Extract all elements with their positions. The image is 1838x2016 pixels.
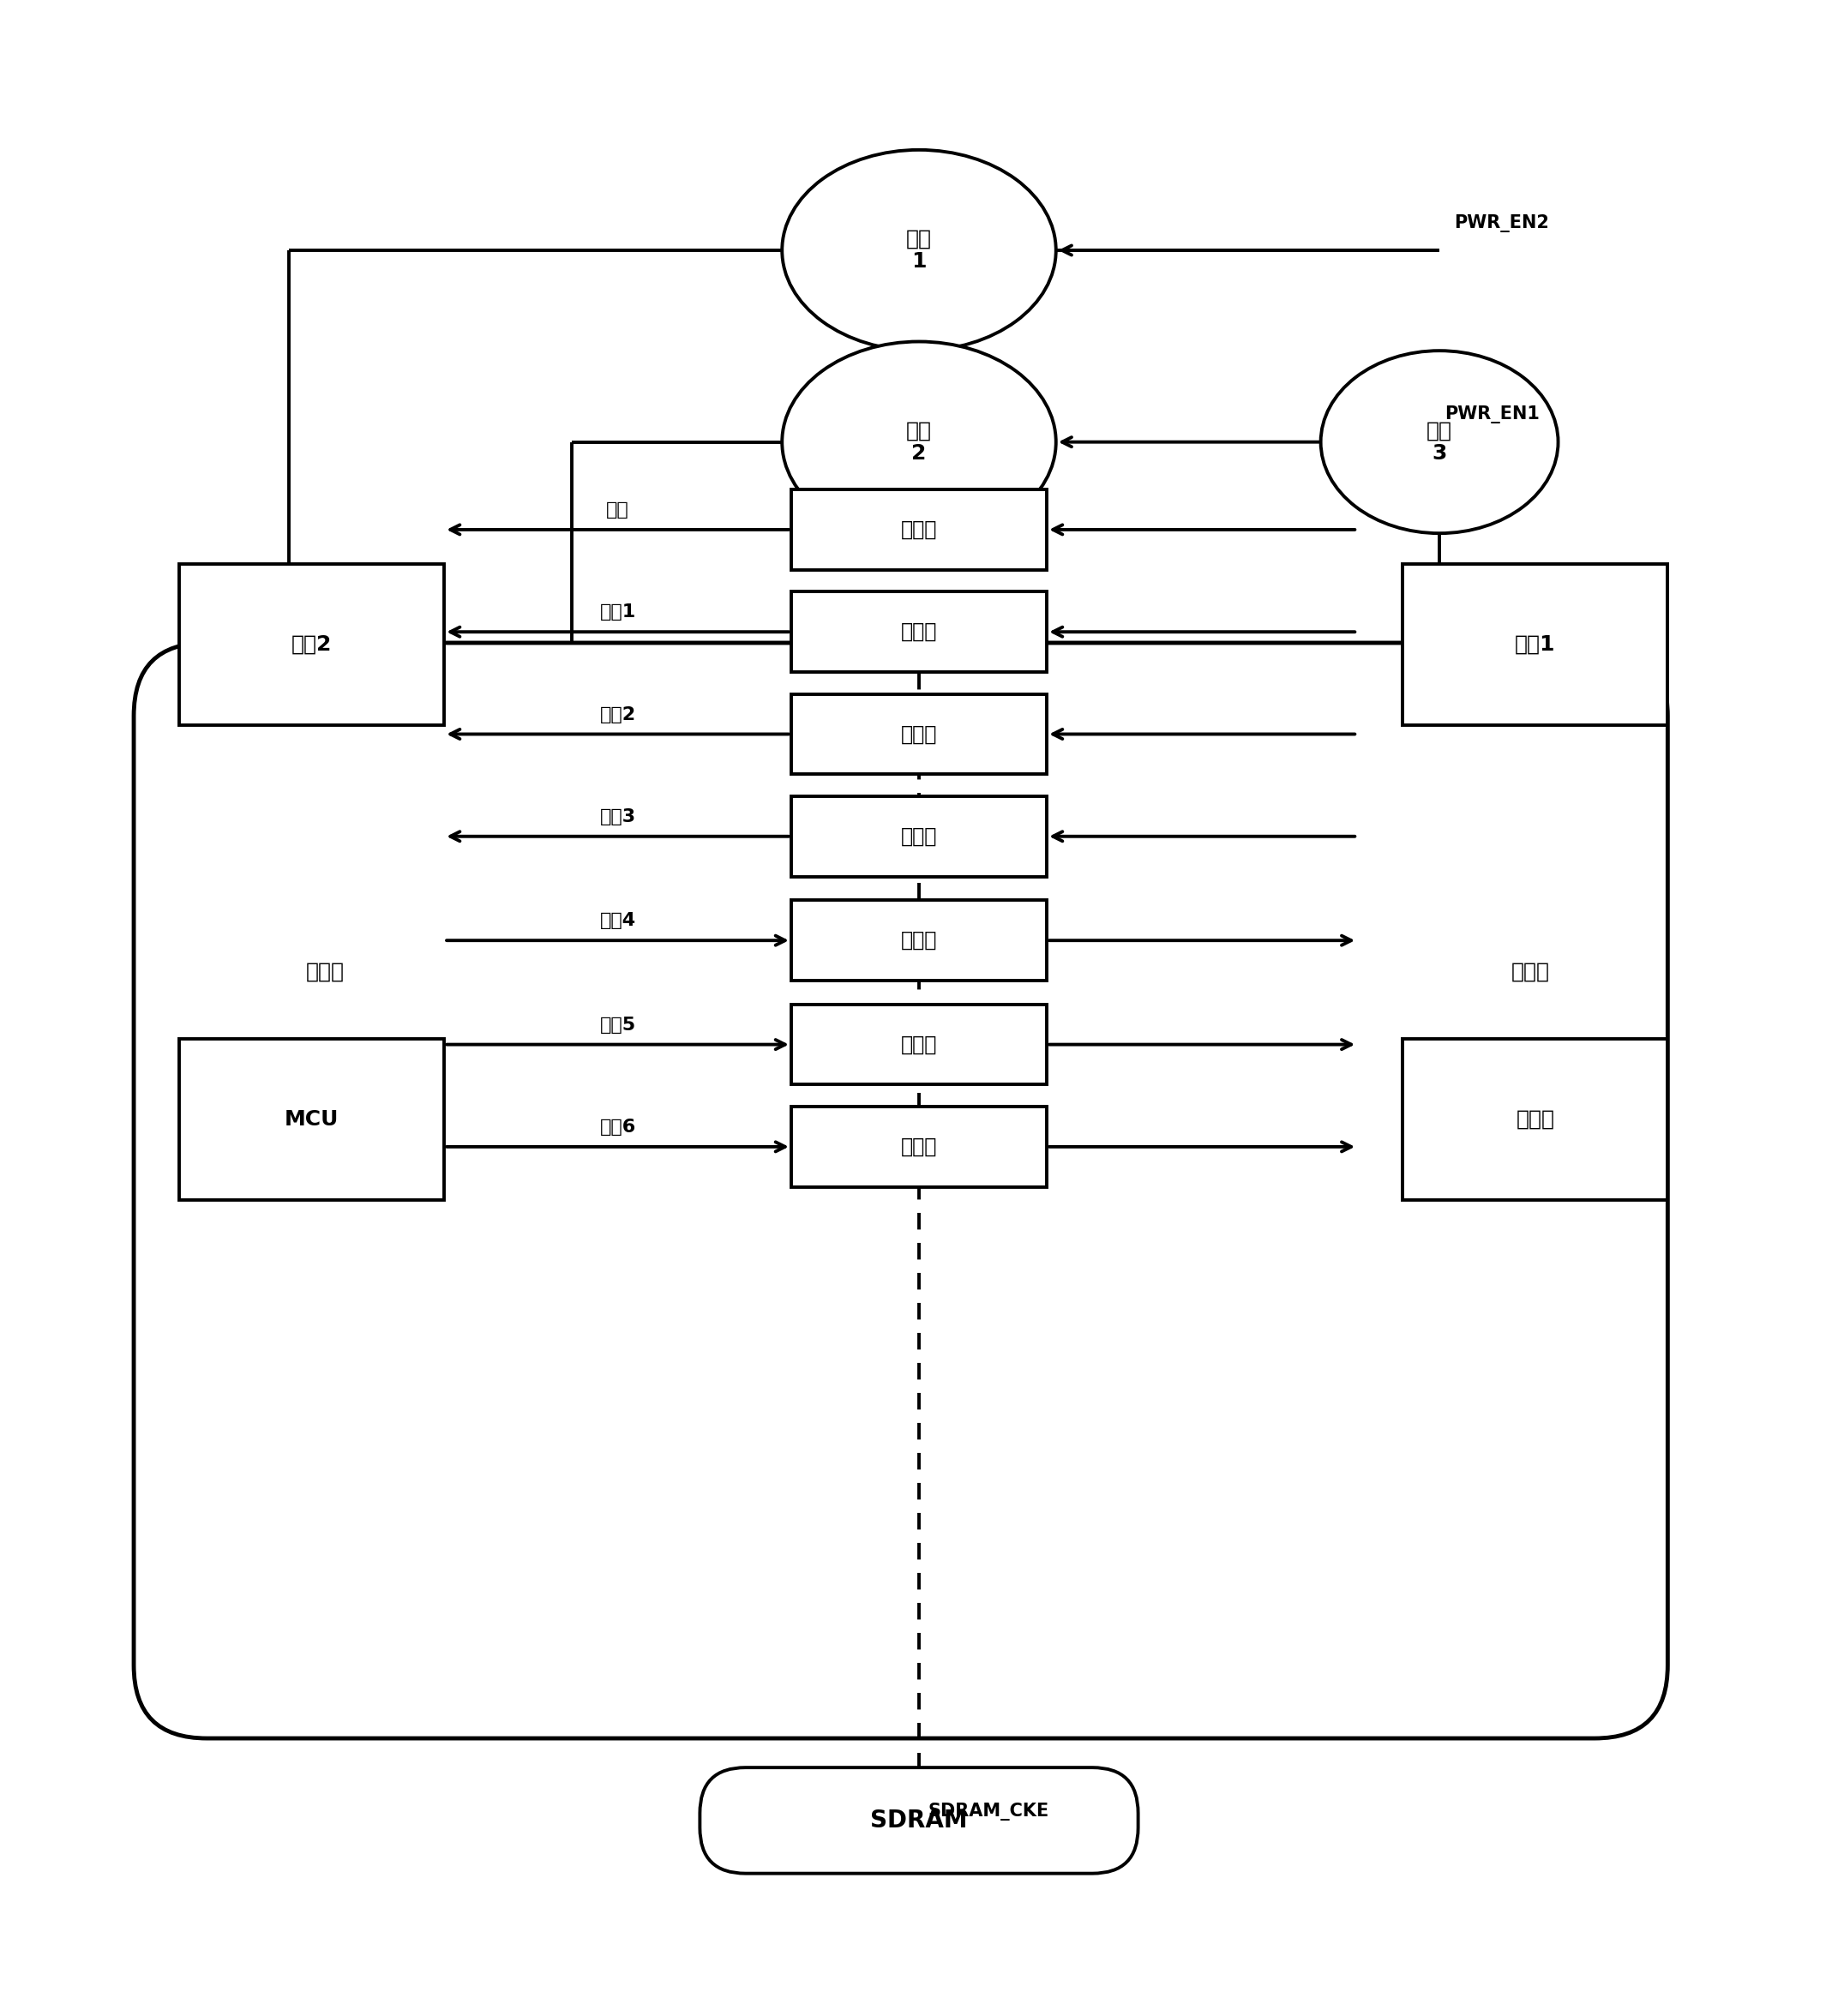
Bar xyxy=(790,490,1048,571)
Text: 隔离器: 隔离器 xyxy=(901,827,937,847)
Bar xyxy=(1402,1038,1667,1200)
Ellipse shape xyxy=(1322,351,1559,534)
Ellipse shape xyxy=(781,341,1057,542)
Text: 信号3: 信号3 xyxy=(599,808,636,825)
Bar xyxy=(790,694,1048,774)
Bar xyxy=(790,796,1048,877)
Text: 计数器: 计数器 xyxy=(1516,1109,1555,1129)
Bar xyxy=(790,1004,1048,1085)
FancyBboxPatch shape xyxy=(134,643,1667,1738)
Text: 隔离器: 隔离器 xyxy=(901,1137,937,1157)
Text: SDRAM: SDRAM xyxy=(871,1808,967,1833)
Text: 信号5: 信号5 xyxy=(599,1016,636,1034)
Text: 信号1: 信号1 xyxy=(599,603,636,621)
Text: 实时域: 实时域 xyxy=(1511,962,1549,982)
Text: 电源
1: 电源 1 xyxy=(906,230,932,272)
Text: 隔离器: 隔离器 xyxy=(901,1034,937,1054)
Text: 信号4: 信号4 xyxy=(599,913,636,929)
Text: 电源
2: 电源 2 xyxy=(906,421,932,464)
Text: 内存1: 内存1 xyxy=(1515,635,1555,655)
Bar xyxy=(180,1038,445,1200)
Text: 工作域: 工作域 xyxy=(307,962,346,982)
Text: 信号2: 信号2 xyxy=(599,706,636,724)
Bar xyxy=(790,593,1048,671)
Text: PWR_EN1: PWR_EN1 xyxy=(1445,405,1540,423)
Text: 复位: 复位 xyxy=(607,502,629,518)
Text: SDRAM_CKE: SDRAM_CKE xyxy=(928,1802,1049,1820)
Bar xyxy=(180,564,445,726)
Text: PWR_EN2: PWR_EN2 xyxy=(1454,214,1549,232)
Bar xyxy=(790,901,1048,980)
Text: 信号6: 信号6 xyxy=(599,1119,636,1135)
Text: MCU: MCU xyxy=(285,1109,338,1129)
Text: 电源
3: 电源 3 xyxy=(1426,421,1452,464)
Text: 隔离器: 隔离器 xyxy=(901,929,937,952)
Bar xyxy=(1402,564,1667,726)
Ellipse shape xyxy=(781,149,1057,351)
Text: 隔离器: 隔离器 xyxy=(901,724,937,744)
Text: 隔离器: 隔离器 xyxy=(901,520,937,540)
Text: 隔离器: 隔离器 xyxy=(901,621,937,643)
FancyBboxPatch shape xyxy=(700,1768,1138,1873)
Bar xyxy=(790,1107,1048,1187)
Text: 内存2: 内存2 xyxy=(292,635,333,655)
